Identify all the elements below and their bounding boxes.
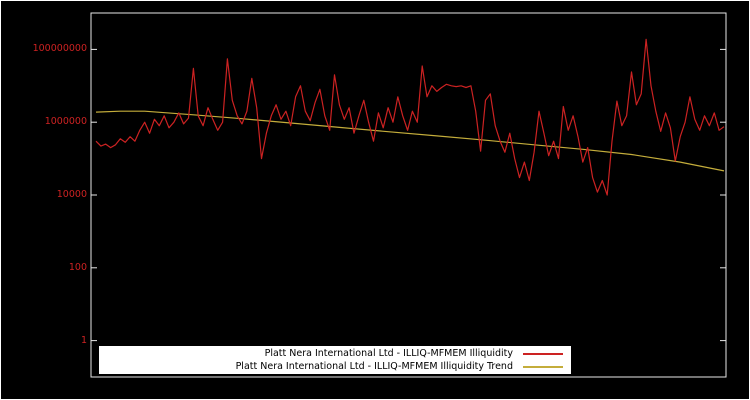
plot-frame	[90, 12, 727, 378]
legend-label-illiquidity: Platt Nera International Ltd - ILLIQ-MFM…	[264, 348, 513, 359]
legend-swatch-illiquidity-line	[523, 352, 563, 355]
y-axis-tick-label: 1000000	[44, 116, 87, 128]
legend-swatch-trend-line	[523, 365, 563, 368]
y-axis-tick-label: 1	[80, 334, 87, 346]
legend-item: Platt Nera International Ltd - ILLIQ-MFM…	[107, 347, 563, 360]
illiquidity-series-line	[95, 38, 725, 196]
y-axis-tick-label: 100	[68, 261, 87, 273]
y-axis-tick-label: 10000	[56, 189, 87, 200]
legend-item: Platt Nera International Ltd - ILLIQ-MFM…	[107, 360, 563, 373]
legend-label-trend: Platt Nera International Ltd - ILLIQ-MFM…	[235, 361, 513, 372]
trend-series-line	[95, 110, 725, 172]
y-axis-tick-label: 100000000	[32, 43, 87, 55]
legend: Platt Nera International Ltd - ILLIQ-MFM…	[99, 346, 571, 374]
